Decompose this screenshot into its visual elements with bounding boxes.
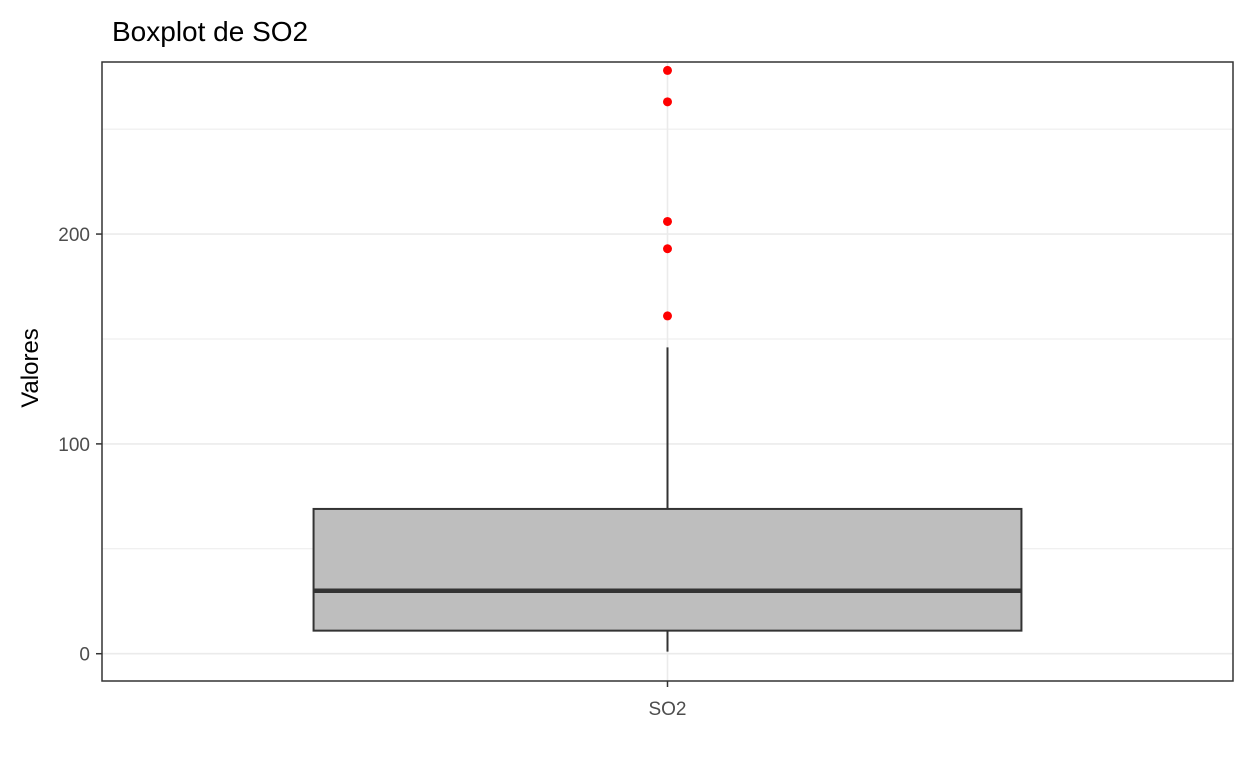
y-axis-title: Valores [17, 328, 44, 408]
outlier-point [663, 311, 672, 321]
outlier-point [663, 216, 672, 226]
box-iqr [312, 507, 1023, 632]
y-tick-label: 200 [58, 225, 90, 246]
y-tick-label: 0 [79, 645, 90, 666]
y-tick-label: 100 [58, 435, 90, 456]
outlier-point [663, 97, 672, 107]
outlier-point [663, 244, 672, 254]
outlier-point [663, 65, 672, 75]
box-layer [312, 65, 1023, 652]
axis-layer: 0 100 200 SO2 [58, 225, 686, 720]
x-tick-label: SO2 [648, 699, 686, 720]
chart-title: Boxplot de SO2 [112, 16, 308, 47]
